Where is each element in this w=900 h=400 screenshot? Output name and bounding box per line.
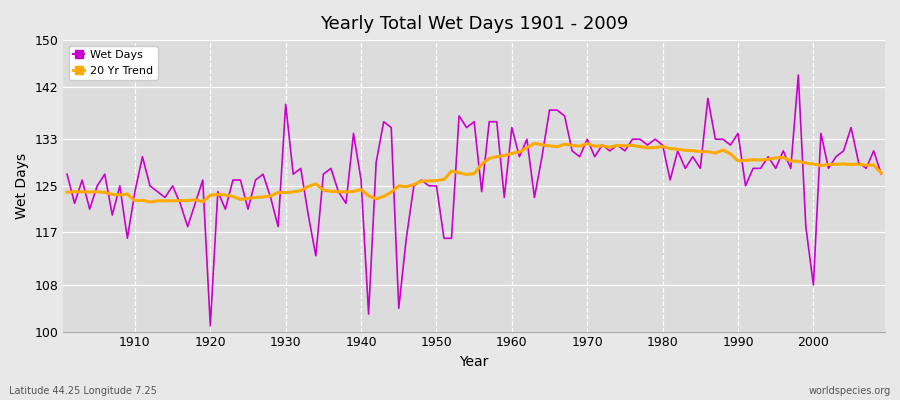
Title: Yearly Total Wet Days 1901 - 2009: Yearly Total Wet Days 1901 - 2009 bbox=[320, 15, 628, 33]
Y-axis label: Wet Days: Wet Days bbox=[15, 153, 29, 219]
X-axis label: Year: Year bbox=[460, 355, 489, 369]
Text: Latitude 44.25 Longitude 7.25: Latitude 44.25 Longitude 7.25 bbox=[9, 386, 157, 396]
Text: worldspecies.org: worldspecies.org bbox=[809, 386, 891, 396]
Legend: Wet Days, 20 Yr Trend: Wet Days, 20 Yr Trend bbox=[68, 46, 158, 80]
